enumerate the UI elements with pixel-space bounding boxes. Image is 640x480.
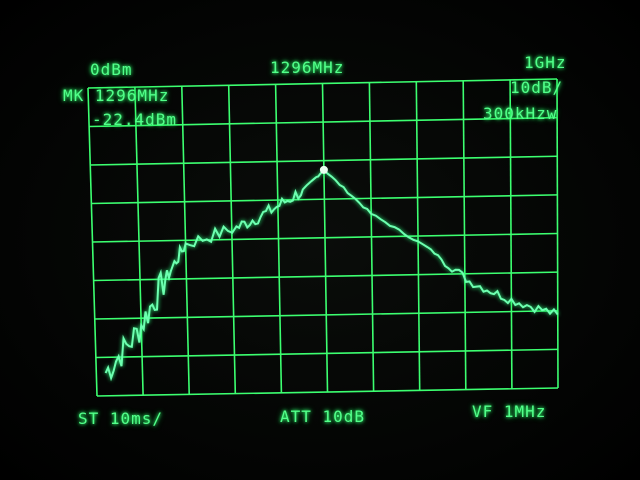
video-filter: VF 1MHz: [472, 402, 547, 421]
graticule: [87, 78, 559, 397]
grid-horizontal-line: [87, 78, 558, 89]
marker-dot: [319, 165, 328, 174]
grid-horizontal-line: [93, 271, 558, 282]
sweep-time: ST 10ms/: [78, 409, 164, 428]
marker-level: -22.4dBm: [92, 110, 178, 129]
grid-horizontal-line: [89, 116, 558, 128]
grid-horizontal-line: [95, 348, 558, 359]
resolution-bandwidth: 300kHzw: [483, 104, 558, 123]
attenuation: ATT 10dB: [280, 407, 366, 426]
marker-frequency: MK 1296MHz: [63, 86, 170, 105]
spectrum-trace: [104, 169, 559, 382]
ref-level: 0dBm: [90, 60, 133, 79]
grid-horizontal-line: [94, 309, 558, 320]
grid-horizontal-line: [91, 194, 558, 205]
grid-horizontal-line: [92, 232, 558, 243]
grid-horizontal-line: [90, 155, 558, 166]
span: 1GHz: [524, 53, 567, 72]
grid-horizontal-line: [96, 387, 559, 397]
scale-per-div: 10dB/: [510, 78, 564, 97]
center-frequency: 1296MHz: [270, 58, 345, 77]
